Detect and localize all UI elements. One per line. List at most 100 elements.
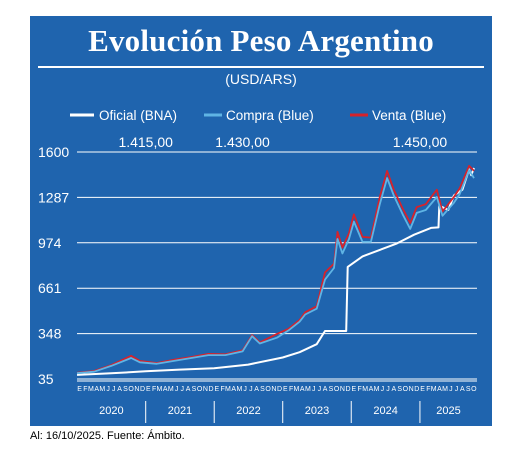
x-month-label: M bbox=[99, 386, 105, 393]
x-month-label: A bbox=[460, 386, 465, 393]
x-month-label: F bbox=[426, 386, 430, 393]
x-month-label: J bbox=[318, 386, 322, 393]
annotations: 1.415,00 1.430,00 1.450,00 bbox=[118, 134, 447, 150]
x-month-label: F bbox=[221, 386, 225, 393]
y-tick-label: 1287 bbox=[38, 189, 69, 205]
x-month-label: M bbox=[362, 386, 368, 393]
x-year-label: 2025 bbox=[436, 405, 460, 417]
x-month-label: J bbox=[386, 386, 390, 393]
x-month-label: S bbox=[260, 386, 265, 393]
x-month-label: D bbox=[414, 386, 419, 393]
legend-label-oficial: Oficial (BNA) bbox=[99, 108, 177, 123]
annotation-label: 1.450,00 bbox=[393, 134, 448, 150]
series-line-venta-blue bbox=[76, 164, 475, 374]
x-month-label: N bbox=[340, 386, 345, 393]
x-month-label: M bbox=[442, 386, 448, 393]
x-month-label: A bbox=[231, 386, 236, 393]
x-month-label: M bbox=[236, 386, 242, 393]
annotation-label: 1.415,00 bbox=[118, 134, 173, 150]
x-month-label: F bbox=[83, 386, 87, 393]
series bbox=[76, 164, 475, 376]
usd-ars-chart: (USD/ARS) Oficial (BNA) Compra (Blue) Ve… bbox=[38, 71, 477, 423]
x-year-label: 2020 bbox=[99, 405, 123, 417]
y-tick-label: 974 bbox=[38, 235, 62, 251]
x-month-label: J bbox=[381, 386, 385, 393]
x-month-label: A bbox=[300, 386, 305, 393]
page-title: Evolución Peso Argentino bbox=[88, 23, 434, 58]
x-year-label: 2024 bbox=[373, 405, 397, 417]
y-tick-label: 1600 bbox=[38, 144, 69, 160]
x-month-label: N bbox=[271, 386, 276, 393]
legend-label-compra: Compra (Blue) bbox=[226, 108, 314, 123]
x-month-label: D bbox=[208, 386, 213, 393]
x-month-label: J bbox=[112, 386, 116, 393]
chart-legend: Oficial (BNA) Compra (Blue) Venta (Blue) bbox=[70, 108, 446, 123]
x-month-label: N bbox=[134, 386, 139, 393]
y-tick-label: 35 bbox=[38, 371, 54, 387]
x-month-label: N bbox=[203, 386, 208, 393]
x-month-label: J bbox=[249, 386, 253, 393]
x-month-label: O bbox=[403, 386, 409, 393]
x-month-label: D bbox=[277, 386, 282, 393]
x-month-label: N bbox=[409, 386, 414, 393]
series-line-compra-blue bbox=[76, 169, 475, 375]
x-month-label: O bbox=[265, 386, 271, 393]
x-month-label: M bbox=[168, 386, 174, 393]
x-month-label: A bbox=[369, 386, 374, 393]
x-month-label: E bbox=[283, 386, 288, 393]
y-tick-label: 348 bbox=[38, 326, 62, 342]
x-month-label: F bbox=[289, 386, 293, 393]
x-month-label: J bbox=[106, 386, 110, 393]
x-month-label: M bbox=[305, 386, 311, 393]
x-month-label: S bbox=[123, 386, 128, 393]
x-month-label: E bbox=[146, 386, 151, 393]
x-month-label: J bbox=[181, 386, 185, 393]
x-month-label: S bbox=[397, 386, 402, 393]
y-tick-label: 661 bbox=[38, 280, 62, 296]
x-month-label: J bbox=[243, 386, 247, 393]
x-month-label: S bbox=[466, 386, 471, 393]
x-month-label: A bbox=[186, 386, 191, 393]
x-month-label: A bbox=[117, 386, 122, 393]
x-month-label: A bbox=[254, 386, 259, 393]
x-month-label: O bbox=[471, 386, 477, 393]
x-month-label: E bbox=[215, 386, 220, 393]
x-month-label: S bbox=[329, 386, 334, 393]
x-year-label: 2022 bbox=[236, 405, 260, 417]
x-month-label: M bbox=[156, 386, 162, 393]
x-month-label: E bbox=[77, 386, 82, 393]
title-bar bbox=[30, 16, 492, 66]
x-month-label: O bbox=[128, 386, 134, 393]
series-line-oficial-bna bbox=[76, 167, 475, 376]
x-month-label: J bbox=[175, 386, 179, 393]
x-month-label: J bbox=[455, 386, 459, 393]
x-month-label: J bbox=[449, 386, 453, 393]
x-month-label: D bbox=[346, 386, 351, 393]
x-month-label: O bbox=[197, 386, 203, 393]
x-month-label: A bbox=[323, 386, 328, 393]
x-month-label: E bbox=[352, 386, 357, 393]
x-month-label: M bbox=[88, 386, 94, 393]
x-month-label: O bbox=[334, 386, 340, 393]
x-month-label: M bbox=[431, 386, 437, 393]
x-year-label: 2021 bbox=[168, 405, 192, 417]
x-year-label: 2023 bbox=[305, 405, 329, 417]
legend-label-venta: Venta (Blue) bbox=[372, 108, 446, 123]
x-month-label: M bbox=[294, 386, 300, 393]
x-month-label: M bbox=[225, 386, 231, 393]
chart-subtitle: (USD/ARS) bbox=[225, 71, 297, 87]
source-footer: Al: 16/10/2025. Fuente: Ámbito. bbox=[30, 430, 185, 442]
x-month-label: S bbox=[192, 386, 197, 393]
grid: 35 348 661 974 1287 1600 bbox=[38, 144, 477, 387]
x-month-label: F bbox=[358, 386, 362, 393]
chart-frame bbox=[30, 16, 492, 426]
x-month-label: J bbox=[312, 386, 316, 393]
annotation-label: 1.430,00 bbox=[215, 134, 270, 150]
x-month-label: A bbox=[163, 386, 168, 393]
x-month-label: A bbox=[94, 386, 99, 393]
x-month-label: E bbox=[420, 386, 425, 393]
x-month-label: A bbox=[392, 386, 397, 393]
x-month-label: D bbox=[140, 386, 145, 393]
x-month-label: M bbox=[374, 386, 380, 393]
